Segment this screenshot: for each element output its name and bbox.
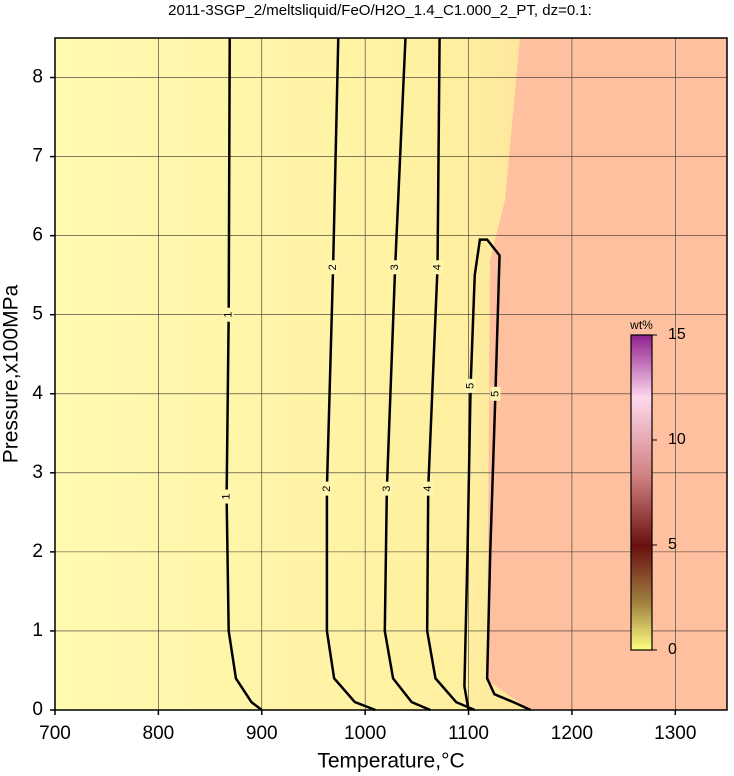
y-tick-label: 0 [32, 699, 43, 720]
contour-label: 5 [489, 391, 501, 397]
high-region [487, 38, 727, 710]
contour-label: 2 [327, 264, 339, 270]
contour-label: 3 [381, 486, 393, 492]
chart-title: 2011-3SGP_2/meltsliquid/FeO/H2O_1.4_C1.0… [168, 2, 592, 19]
y-tick-label: 4 [32, 383, 43, 404]
contour-label-bg [490, 386, 501, 401]
contour-label-bg [223, 307, 234, 322]
y-axis-label: Pressure,x100MPa [0, 284, 23, 463]
colorbar-tick-label: 5 [668, 536, 677, 553]
y-tick-label: 3 [32, 462, 43, 483]
contour-label-bg [321, 481, 332, 496]
contour-label: 5 [465, 383, 477, 389]
x-tick-label: 1200 [551, 723, 593, 744]
x-tick-label: 800 [143, 723, 175, 744]
x-tick-label: 700 [39, 723, 71, 744]
y-tick-label: 6 [32, 225, 43, 246]
contour-label: 4 [431, 264, 443, 270]
x-tick-label: 1000 [344, 723, 386, 744]
contour-label-bg [432, 260, 443, 275]
contour-label-bg [423, 481, 434, 496]
colorbar [630, 334, 653, 651]
contour-label-bg [390, 260, 401, 275]
colorbar-tick-label: 10 [668, 431, 686, 448]
contour-label-bg [328, 260, 339, 275]
contour-label: 1 [221, 493, 233, 499]
contour-label: 3 [389, 264, 401, 270]
x-tick-label: 1300 [654, 723, 696, 744]
x-tick-label: 900 [246, 723, 278, 744]
y-tick-label: 7 [32, 146, 43, 167]
x-tick-label: 1100 [448, 723, 489, 744]
y-tick-label: 1 [32, 620, 43, 641]
colorbar-label: wt% [629, 318, 653, 332]
contour-label: 1 [223, 312, 235, 318]
y-tick-label: 8 [32, 67, 43, 88]
contour-label-bg [221, 489, 232, 504]
contour-label: 2 [321, 486, 333, 492]
y-tick-label: 2 [32, 541, 43, 562]
contour-label-bg [465, 378, 476, 393]
x-axis-label: Temperature,°C [317, 750, 464, 773]
colorbar-tick-label: 15 [668, 326, 686, 343]
contour-line [463, 238, 532, 712]
plot-frame [54, 37, 728, 711]
colorbar-tick-label: 0 [668, 641, 677, 658]
y-tick-label: 5 [32, 304, 43, 325]
contour-label: 4 [422, 486, 434, 492]
plot: 700 800 900 1000 1100 1200 1300 0 1 2 3 4 5 6 7 8 1 1 2 2 3 3… [32, 37, 727, 744]
contour-label-bg [381, 481, 392, 496]
